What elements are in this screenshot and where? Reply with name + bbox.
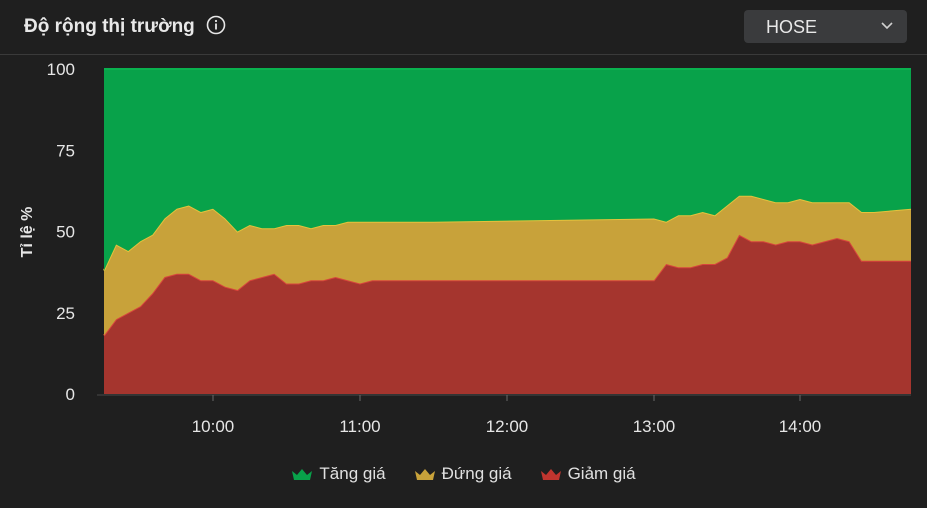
axis-ticks: 0 25 50 75 100 10:00 11:00 12:00 13:00 14:00 Tỉ lệ… — [19, 60, 911, 436]
series-areas — [103, 68, 912, 394]
area-đứng-giá — [104, 195, 911, 336]
area-giảm-giá — [104, 234, 911, 394]
x-tick-label: 13:00 — [633, 417, 676, 436]
x-tick-label: 14:00 — [779, 417, 822, 436]
chevron-down-icon — [881, 22, 893, 30]
legend-label: Đứng giá — [441, 464, 512, 483]
crown-marker-icon — [414, 469, 435, 480]
crown-marker-icon — [292, 469, 313, 480]
exchange-select[interactable]: HOSE — [744, 10, 907, 43]
info-circle-icon[interactable] — [206, 15, 226, 35]
legend-item[interactable]: Đứng giá — [414, 462, 512, 486]
chart-header: Độ rộng thị trường HOSE — [0, 0, 927, 55]
breadth-area-chart: 0 25 50 75 100 10:00 11:00 12:00 13:00 14:00 Tỉ lệ… — [19, 60, 912, 436]
x-tick-label: 12:00 — [486, 417, 529, 436]
x-tick-label: 10:00 — [192, 417, 235, 436]
legend-label: Giảm giá — [567, 464, 636, 483]
y-tick-label: 100 — [47, 60, 75, 79]
chart-legend: Tăng giá Đứng giá Giảm giá — [0, 462, 927, 486]
y-axis-label: Tỉ lệ % — [19, 207, 36, 258]
legend-item[interactable]: Tăng giá — [291, 462, 386, 486]
y-tick-label: 25 — [56, 304, 75, 323]
y-tick-label: 75 — [56, 141, 75, 160]
y-tick-label: 50 — [56, 223, 75, 242]
legend-label: Tăng giá — [319, 464, 386, 483]
area-tăng-giá — [104, 69, 911, 271]
chart-title: Độ rộng thị trường — [24, 16, 195, 37]
y-tick-label: 0 — [66, 385, 75, 404]
crown-marker-icon — [540, 469, 561, 480]
exchange-select-value: HOSE — [766, 17, 818, 37]
legend-item[interactable]: Giảm giá — [540, 462, 636, 486]
x-tick-label: 11:00 — [339, 417, 380, 436]
